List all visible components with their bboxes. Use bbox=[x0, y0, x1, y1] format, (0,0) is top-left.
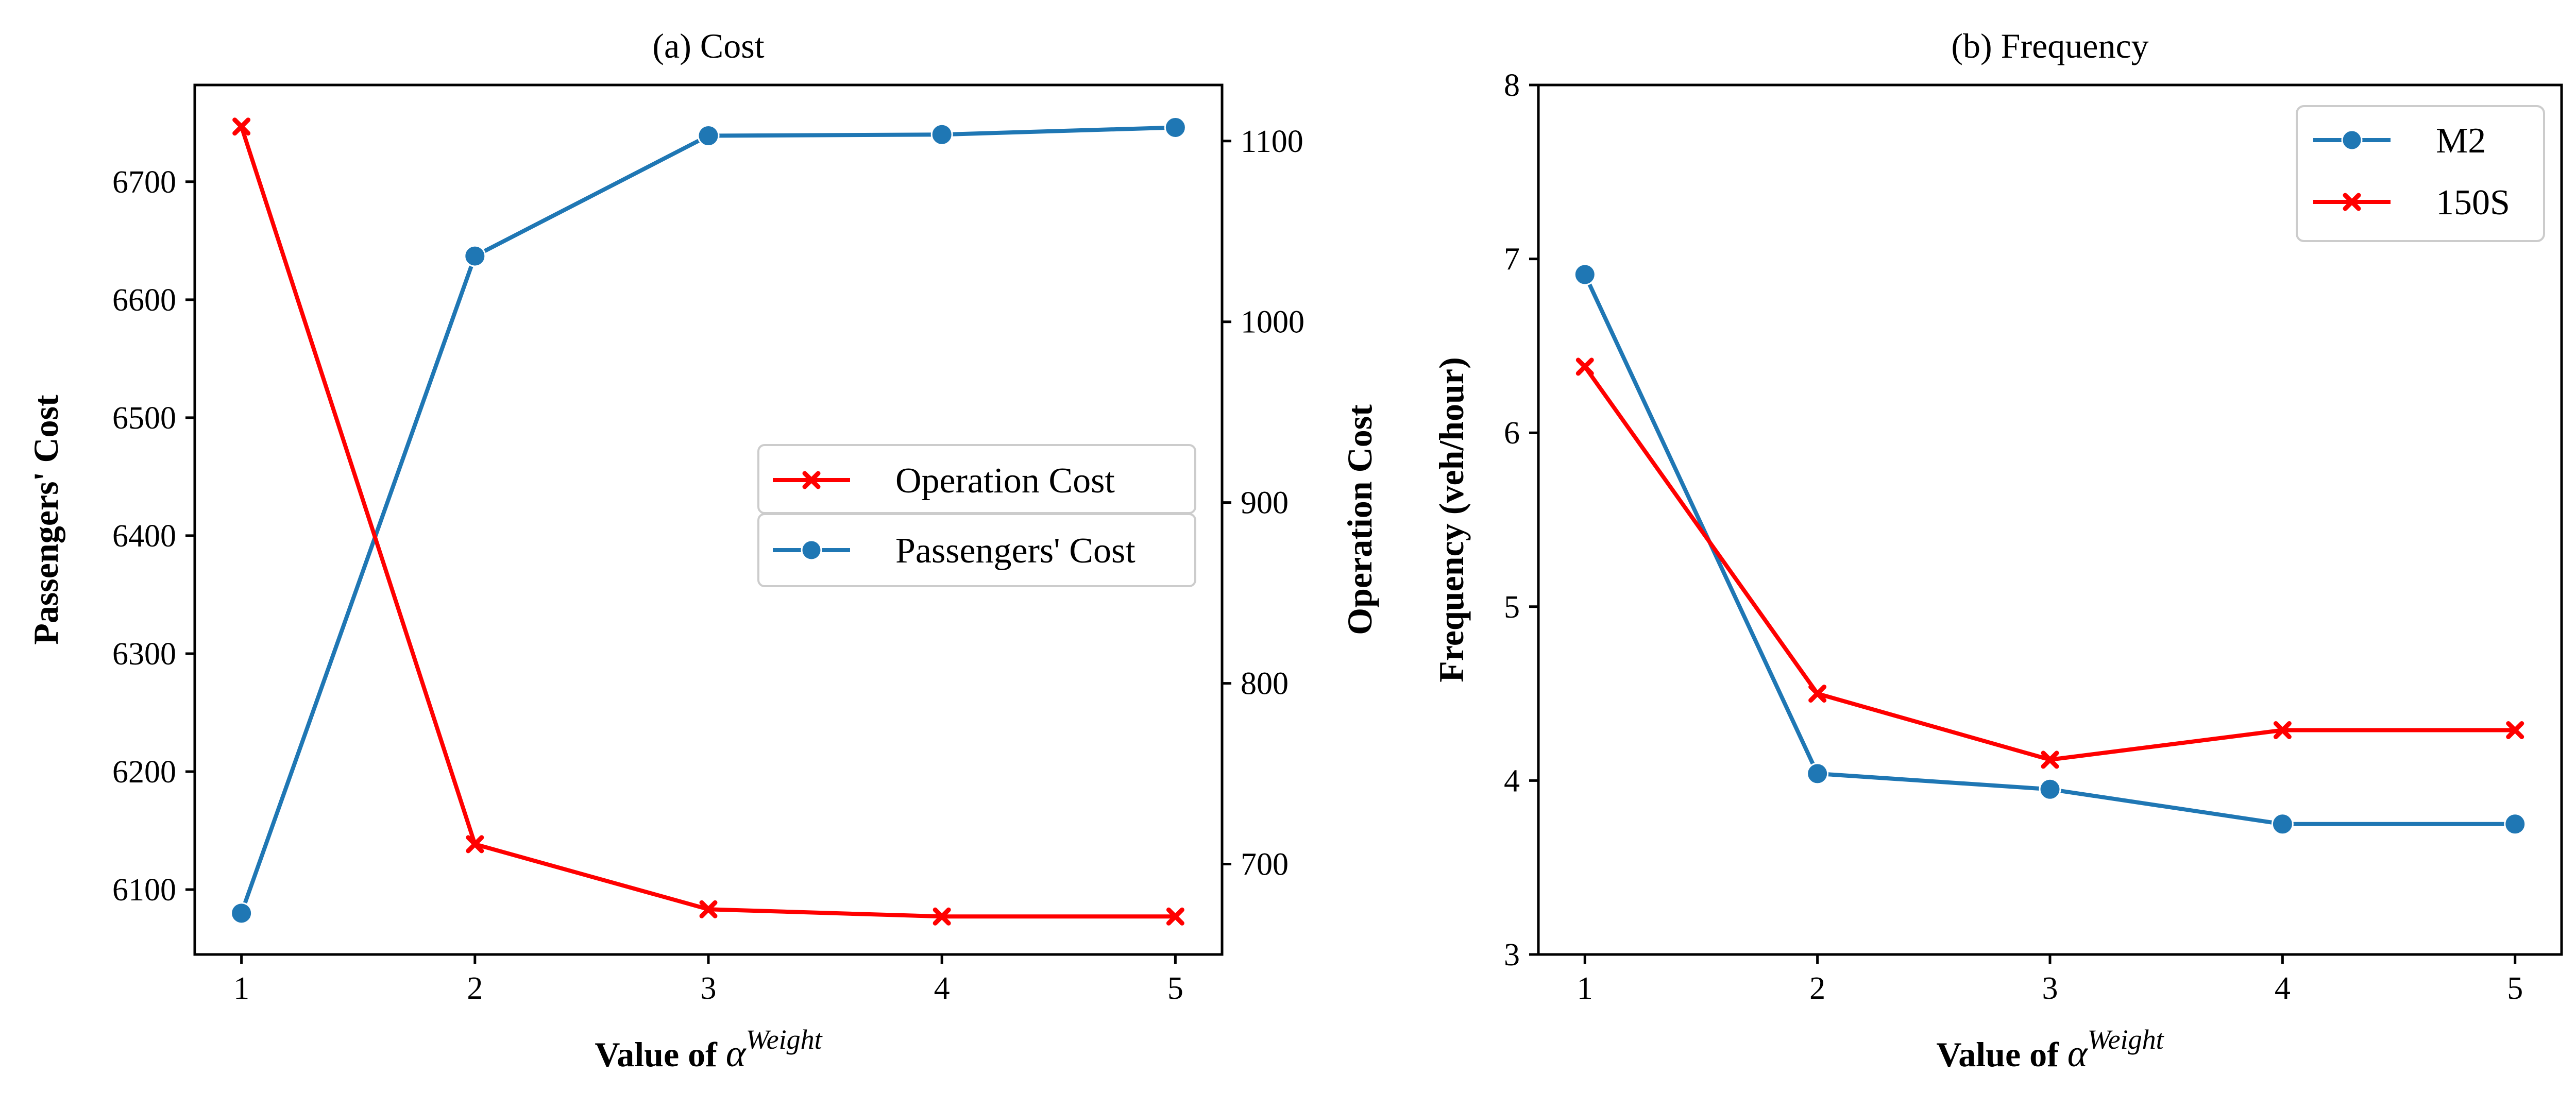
data-point-m2 bbox=[1806, 762, 1829, 785]
cost-chart-series bbox=[230, 116, 1187, 926]
cost-x-tick-label: 4 bbox=[934, 971, 950, 1006]
series-line-m2 bbox=[1583, 274, 2515, 826]
cost-right-y-tick-label: 900 bbox=[1241, 486, 1289, 521]
cost-y-tick-label: 6200 bbox=[112, 755, 176, 790]
data-point-150s bbox=[2041, 750, 2059, 769]
data-point-operation-cost bbox=[699, 900, 718, 918]
cost-x-tick-label: 1 bbox=[233, 971, 249, 1006]
frequency-x-tick-label: 5 bbox=[2507, 971, 2523, 1006]
data-point-passengers-cost bbox=[1164, 116, 1187, 139]
frequency-y-tick-label: 5 bbox=[1504, 590, 1520, 625]
legend-marker-m2 bbox=[2341, 129, 2363, 151]
cost-chart-left-y-ticks: 6100 6200 6300 6400 6500 6600 6700 bbox=[112, 165, 195, 908]
frequency-chart-y-ticks: 3 4 5 6 7 8 bbox=[1504, 68, 1538, 972]
data-point-m2 bbox=[1573, 263, 1596, 286]
data-point-m2 bbox=[2504, 813, 2527, 835]
data-point-operation-cost bbox=[933, 907, 951, 926]
data-point-150s bbox=[1575, 357, 1594, 376]
legend-marker-operation-cost bbox=[802, 471, 821, 489]
legend-box-passengers-cost bbox=[757, 513, 1196, 587]
legend-marker-150s bbox=[2343, 193, 2361, 211]
cost-chart-x-ticks: 1 2 3 4 5 bbox=[233, 954, 1183, 1006]
frequency-x-tick-label: 3 bbox=[2042, 971, 2058, 1006]
cost-right-y-tick-label: 700 bbox=[1241, 847, 1289, 882]
cost-y-tick-label: 6700 bbox=[112, 165, 176, 200]
data-point-passengers-cost bbox=[930, 123, 953, 146]
frequency-y-tick-label: 3 bbox=[1504, 937, 1520, 972]
frequency-chart-y-axis-label: Frequency (veh/hour) bbox=[1432, 357, 1471, 683]
cost-chart-right-y-axis-label: Operation Cost bbox=[1340, 404, 1379, 635]
frequency-chart-panel: (b) Frequency 1 2 3 4 5 3 4 5 6 7 8 Value of αWei… bbox=[1432, 26, 2563, 1075]
frequency-x-tick-label: 4 bbox=[2275, 971, 2291, 1006]
legend-label-operation-cost: Operation Cost bbox=[895, 461, 1115, 501]
frequency-chart-legend: M2 150S bbox=[2296, 105, 2545, 242]
frequency-chart-series bbox=[1573, 263, 2527, 835]
cost-y-tick-label: 6500 bbox=[112, 401, 176, 436]
cost-chart-left-y-axis-label: Passengers' Cost bbox=[26, 395, 65, 645]
cost-chart-right-y-ticks: 700 800 900 1000 1100 bbox=[1222, 124, 1304, 882]
data-point-m2 bbox=[2271, 813, 2294, 835]
cost-chart-title: (a) Cost bbox=[652, 26, 764, 65]
cost-right-y-tick-label: 1000 bbox=[1241, 305, 1304, 340]
cost-x-tick-label: 5 bbox=[1167, 971, 1183, 1006]
legend-marker-passengers-cost bbox=[801, 539, 822, 561]
legend-label-150s: 150S bbox=[2436, 183, 2510, 223]
data-point-operation-cost bbox=[466, 835, 484, 854]
data-point-150s bbox=[2506, 721, 2524, 739]
cost-chart-legend: Operation Cost Passengers' Cost bbox=[757, 444, 1196, 587]
cost-right-y-tick-label: 1100 bbox=[1241, 124, 1303, 159]
cost-x-tick-label: 3 bbox=[701, 971, 717, 1006]
frequency-y-tick-label: 8 bbox=[1504, 68, 1520, 103]
cost-y-tick-label: 6400 bbox=[112, 519, 176, 554]
data-point-operation-cost bbox=[1166, 907, 1184, 926]
frequency-chart-title: (b) Frequency bbox=[1951, 26, 2148, 65]
frequency-y-tick-label: 7 bbox=[1504, 242, 1520, 277]
frequency-x-tick-label: 2 bbox=[1809, 971, 1825, 1006]
cost-chart-x-axis-label: Value of αWeight bbox=[595, 1024, 823, 1075]
data-point-150s bbox=[1808, 685, 1827, 703]
data-point-passengers-cost bbox=[697, 124, 720, 147]
data-point-passengers-cost bbox=[464, 245, 486, 267]
frequency-y-tick-label: 4 bbox=[1504, 763, 1520, 798]
series-line-150s bbox=[1583, 365, 2515, 762]
legend-label-passengers-cost: Passengers' Cost bbox=[895, 531, 1136, 571]
frequency-chart-x-ticks: 1 2 3 4 5 bbox=[1577, 954, 2523, 1006]
legend-label-m2: M2 bbox=[2436, 121, 2486, 161]
cost-x-tick-label: 2 bbox=[467, 971, 483, 1006]
frequency-chart-x-axis-label: Value of αWeight bbox=[1936, 1024, 2164, 1075]
data-point-operation-cost bbox=[232, 117, 251, 136]
data-point-passengers-cost bbox=[230, 902, 253, 925]
frequency-x-tick-label: 1 bbox=[1577, 971, 1593, 1006]
cost-y-tick-label: 6100 bbox=[112, 873, 176, 908]
cost-y-tick-label: 6300 bbox=[112, 637, 176, 672]
frequency-y-tick-label: 6 bbox=[1504, 416, 1520, 451]
cost-right-y-tick-label: 800 bbox=[1241, 667, 1289, 702]
data-point-m2 bbox=[2039, 778, 2061, 800]
data-point-150s bbox=[2273, 721, 2292, 739]
cost-y-tick-label: 6600 bbox=[112, 283, 176, 318]
